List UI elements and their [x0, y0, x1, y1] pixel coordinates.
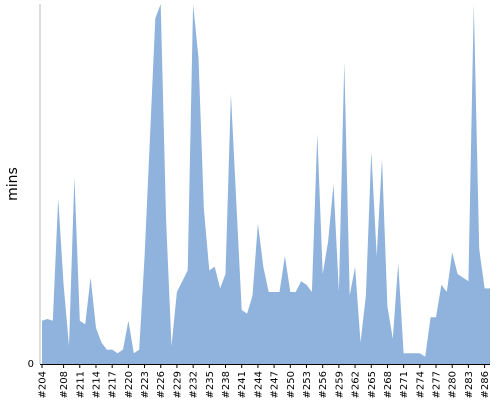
x-tick-label: #283 [464, 371, 475, 398]
x-tick-label: #244 [253, 371, 264, 398]
y-axis-label: mins [5, 167, 21, 201]
x-tick-label: #235 [205, 371, 216, 398]
x-tick-label: #241 [237, 371, 248, 398]
x-tick-label: #238 [221, 371, 232, 398]
x-tick-label: #226 [156, 371, 167, 398]
x-tick-label: #253 [302, 371, 313, 398]
x-tick-label: #259 [334, 371, 345, 398]
x-tick-label: #208 [59, 371, 70, 398]
x-tick-label: #211 [75, 371, 86, 398]
plot-area [42, 4, 490, 364]
x-tick-label: #256 [318, 371, 329, 398]
x-tick-label: #280 [448, 371, 459, 398]
x-axis-ticks: #204 #208 #211 #214 #217 #220 #223 #226 #229 #232… [38, 364, 491, 398]
x-tick-label: #247 [270, 371, 281, 398]
x-tick-label: #277 [432, 371, 443, 398]
x-tick-label: #250 [286, 371, 297, 398]
x-tick-label: #232 [189, 371, 200, 398]
x-tick-label: #265 [367, 371, 378, 398]
x-tick-label: #220 [124, 371, 135, 398]
x-tick-label: #204 [38, 371, 49, 398]
y-axis-ticks: 0 [28, 359, 34, 370]
x-tick-label: #217 [108, 371, 119, 398]
x-tick-label: #223 [140, 371, 151, 398]
x-tick-label: #214 [91, 371, 102, 398]
series-area [42, 4, 490, 364]
x-tick-label: #274 [415, 371, 426, 398]
x-tick-label: #268 [383, 371, 394, 398]
y-tick-label: 0 [28, 359, 34, 370]
x-tick-label: #229 [172, 371, 183, 398]
x-tick-label: #271 [399, 371, 410, 398]
x-tick-label: #286 [480, 371, 491, 398]
x-tick-label: #262 [351, 371, 362, 398]
